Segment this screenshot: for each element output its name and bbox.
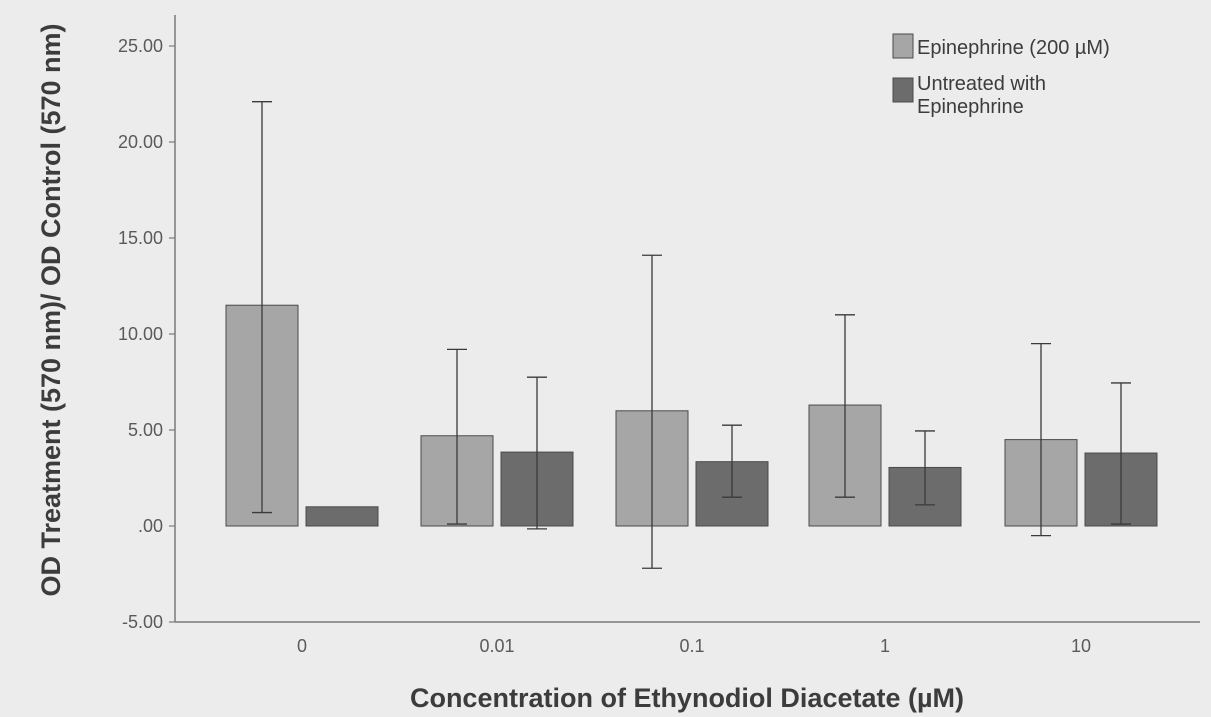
x-tick-label: 0.1 (679, 636, 704, 656)
y-tick-label: .00 (138, 516, 163, 536)
y-axis-title: OD Treatment (570 nm)/ OD Control (570 n… (36, 23, 66, 596)
x-tick-label: 10 (1071, 636, 1091, 656)
y-tick-label: -5.00 (122, 612, 163, 632)
y-tick-label: 10.00 (118, 324, 163, 344)
y-tick-label: 20.00 (118, 132, 163, 152)
axes (174, 15, 1200, 623)
bar (305, 506, 379, 527)
legend: Epinephrine (200 µM) Untreated with Epinep… (892, 33, 1110, 118)
x-tick-label: 0 (297, 636, 307, 656)
y-tick-label: 5.00 (128, 420, 163, 440)
x-axis-title: Concentration of Ethynodiol Diacetate (µ… (410, 683, 964, 713)
y-tick-label: 25.00 (118, 36, 163, 56)
x-tick-group: 0 0.01 0.1 1 10 (297, 636, 1091, 656)
legend-label: Epinephrine (200 µM) (917, 37, 1110, 59)
error-bar-group (252, 101, 1131, 569)
legend-label: Untreated with Epinephrine (917, 73, 1046, 118)
legend-swatch (892, 33, 914, 59)
y-tick-label: 15.00 (118, 228, 163, 248)
axis-titles: OD Treatment (570 nm)/ OD Control (570 n… (36, 23, 964, 713)
x-tick-label: 0.01 (479, 636, 514, 656)
y-tick-group: 25.00 20.00 15.00 10.00 5.00 .00 -5.00 (118, 36, 175, 632)
x-tick-label: 1 (880, 636, 890, 656)
legend-swatch (892, 77, 914, 103)
